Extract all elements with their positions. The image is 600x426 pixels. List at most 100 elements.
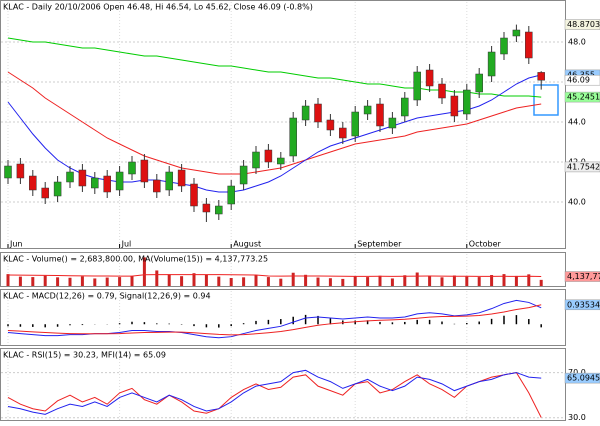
histogram-bar — [329, 318, 332, 325]
histogram-bar — [230, 324, 232, 327]
volume-bar — [316, 277, 320, 286]
value-label: 41.7542 — [567, 162, 600, 171]
candle-body — [227, 185, 235, 205]
volume-bar — [6, 274, 10, 286]
volume-bar — [328, 278, 332, 286]
volume-bar — [353, 276, 357, 286]
volume-bar — [415, 272, 419, 286]
histogram-bar — [404, 321, 406, 325]
histogram-bar — [69, 324, 71, 326]
histogram-bar — [168, 323, 170, 325]
x-tick-label: Jul — [121, 240, 132, 249]
candle-body — [512, 29, 521, 37]
candle-body — [438, 83, 446, 99]
value-label-box — [564, 299, 600, 311]
value-label: 4,137,773 — [567, 272, 600, 281]
histogram-bar — [156, 323, 158, 325]
candle-body — [301, 105, 310, 121]
volume-bar — [403, 275, 407, 286]
volume-bar — [31, 277, 35, 286]
volume-bar — [341, 278, 345, 286]
volume-bar — [80, 276, 84, 286]
histogram-bar — [416, 319, 418, 325]
volume-bar — [428, 275, 432, 286]
histogram-bar — [528, 319, 530, 325]
volume-bar — [18, 276, 22, 286]
candle-body — [41, 187, 49, 199]
indicator-line — [7, 304, 542, 336]
histogram-bar — [7, 324, 9, 327]
candle-body — [78, 169, 87, 187]
histogram-bar — [143, 322, 146, 325]
x-tick-label: Jun — [9, 240, 23, 249]
volume-bar — [502, 274, 506, 286]
panel-title: KLAC - Volume() = 2,683,800.00, MA(Volum… — [3, 255, 268, 264]
volume-bar — [105, 277, 109, 286]
candle-body — [4, 165, 12, 179]
candle-body — [525, 31, 533, 59]
volume-bar — [180, 276, 184, 286]
candle-body — [165, 171, 173, 191]
volume-bar — [539, 279, 543, 286]
x-tick-label: September — [357, 240, 402, 249]
histogram-bar — [218, 324, 220, 328]
indicator-line — [7, 372, 542, 418]
histogram-bar — [391, 322, 394, 325]
candle-body — [388, 117, 397, 129]
value-label-box — [564, 74, 600, 86]
y-tick-label: 70.0 — [568, 368, 586, 377]
histogram-bar — [292, 316, 294, 325]
candle-body — [351, 111, 359, 137]
histogram-bar — [354, 320, 356, 325]
histogram-bar — [379, 321, 381, 325]
volume-bar — [242, 277, 246, 286]
candle-body — [16, 163, 25, 179]
volume-bar — [279, 278, 283, 286]
histogram-bar — [428, 319, 431, 325]
volume-bar — [390, 278, 394, 286]
volume-bar — [452, 275, 456, 286]
candle-body — [66, 171, 74, 183]
candle-body — [252, 151, 260, 169]
candle-body — [115, 171, 124, 191]
volume-bar — [490, 275, 494, 286]
value-label-box — [564, 91, 600, 103]
histogram-bar — [267, 319, 270, 325]
value-label: 48.8703 — [567, 20, 600, 29]
value-label: 65.0945 — [567, 374, 600, 383]
value-label-box — [564, 161, 600, 173]
volume-bar — [304, 274, 308, 286]
histogram-bar — [56, 324, 59, 327]
panel-title: KLAC - MACD(12,26) = 0.79, Signal(12,26,… — [3, 292, 211, 301]
volume-bar — [266, 277, 270, 286]
volume-bar — [527, 274, 531, 286]
histogram-bar — [304, 314, 307, 325]
y-tick-label: 44.0 — [568, 118, 586, 127]
price-panel — [0, 0, 566, 249]
histogram-bar — [478, 321, 480, 325]
candle-body — [153, 179, 161, 193]
histogram-bar — [255, 320, 257, 325]
candle-body — [401, 97, 409, 117]
histogram-bar — [540, 324, 542, 328]
candle-body — [537, 72, 545, 81]
volume-bar — [465, 276, 469, 286]
volume-bar — [514, 275, 518, 286]
histogram-bar — [317, 315, 319, 325]
candle-body — [190, 183, 198, 207]
candle-body — [413, 71, 421, 101]
value-label: 46.09 — [567, 76, 590, 85]
volume-bar — [93, 278, 97, 286]
value-label: 46.355 — [567, 70, 595, 79]
volume-bar — [56, 277, 60, 286]
panel-title: KLAC - RSI(15) = 30.23, MFI(14) = 65.09 — [3, 351, 166, 360]
candle-body — [29, 175, 37, 191]
panel-title: KLAC - Daily 20/10/2006 Open 46.48, Hi 4… — [3, 3, 313, 12]
y-tick-label: 30.0 — [568, 413, 586, 422]
volume-bar — [68, 277, 72, 286]
candle-body — [475, 73, 483, 93]
macd-panel — [0, 289, 566, 346]
value-label: 45.2451 — [567, 93, 600, 102]
histogram-bar — [280, 319, 282, 325]
candle-body — [53, 181, 62, 197]
